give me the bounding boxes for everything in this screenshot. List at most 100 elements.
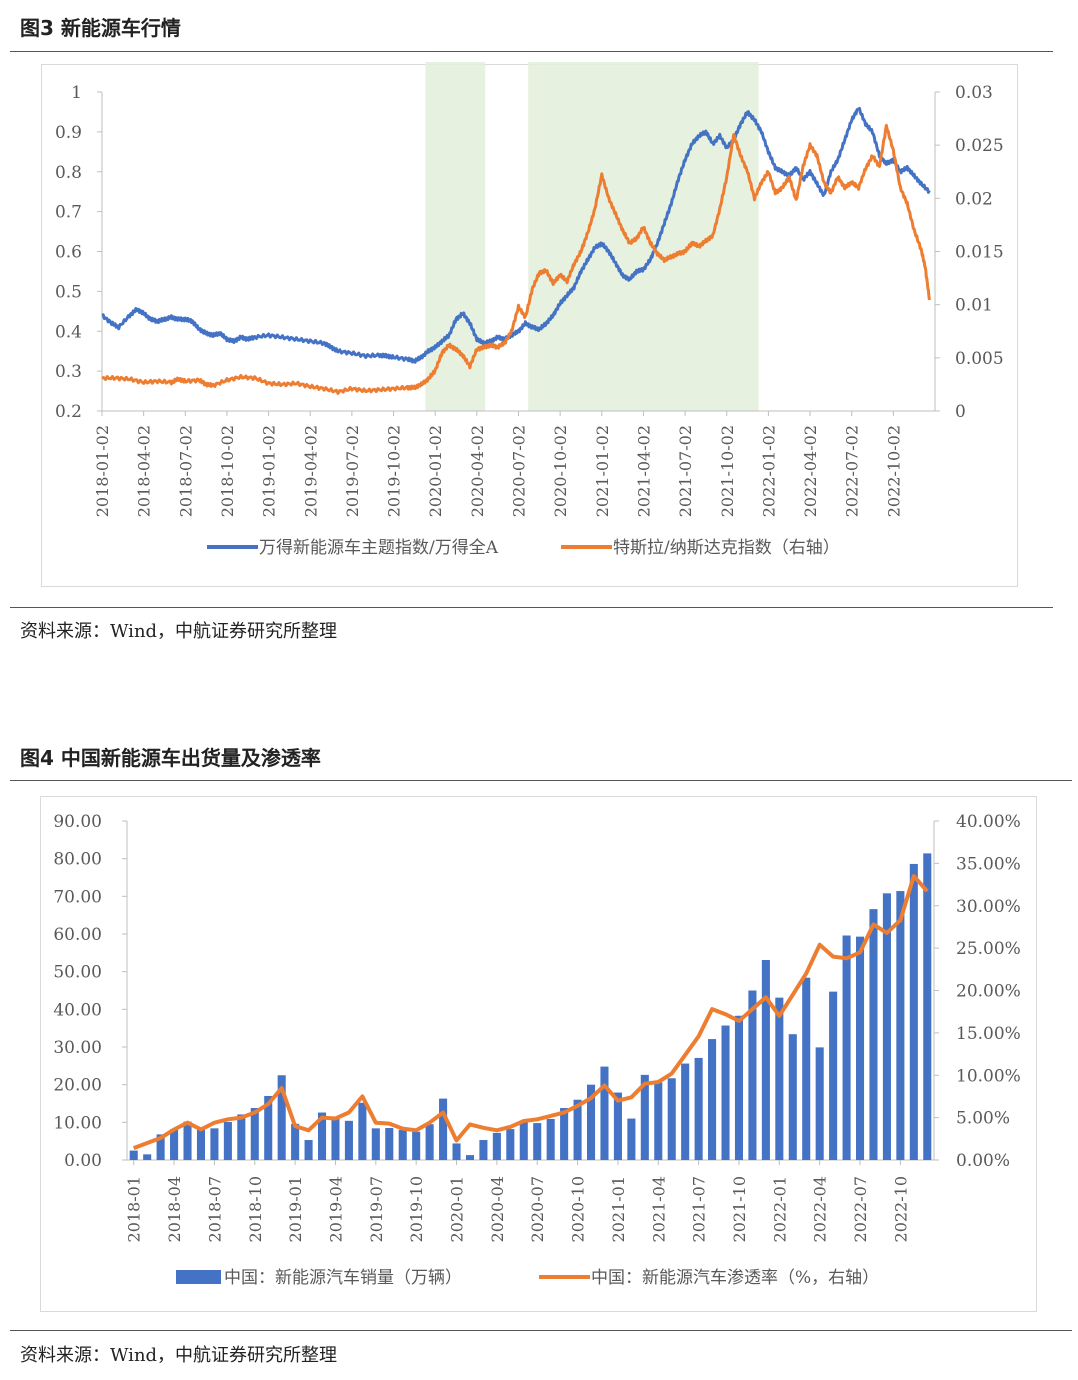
bar-sales [788,1034,797,1160]
figure-4-bottom-rule [10,1330,1072,1331]
bar-sales [802,977,811,1160]
right-tick-label: 0.01 [955,296,993,316]
left-tick-label: 0.00 [64,1151,102,1171]
x-tick-label: 2018-10 [246,1176,265,1242]
bar-sales [492,1132,501,1160]
bar-sales [412,1131,421,1160]
bar-sales [170,1129,179,1160]
x-tick-label: 2018-07 [205,1176,224,1242]
shaded-period-1 [528,62,759,411]
bar-sales [882,893,891,1160]
right-tick-label: 20.00% [956,982,1021,1002]
x-tick-label: 2019-04 [326,1176,345,1242]
bar-sales [398,1129,407,1160]
bar-sales [909,863,918,1160]
x-tick-label: 2022-07-02 [843,425,862,517]
x-tick-label: 2021-07-02 [676,425,695,517]
bar-sales [358,1102,367,1160]
bar-sales [761,959,770,1160]
left-tick-label: 0.9 [55,123,82,143]
x-tick-label: 2020-04 [488,1176,507,1242]
x-tick-label: 2022-10-02 [884,425,903,517]
x-tick-label: 2022-01-02 [759,425,778,517]
x-tick-label: 2018-10-02 [218,425,237,517]
x-tick-label: 2020-01 [448,1176,467,1242]
bar-sales [829,991,838,1160]
bar-sales [385,1127,394,1160]
left-tick-label: 90.00 [53,812,102,832]
x-tick-label: 2020-01-02 [426,425,445,517]
x-tick-label: 2020-04-02 [468,425,487,517]
bar-sales [183,1121,192,1160]
left-tick-label: 20.00 [53,1076,102,1096]
bar-sales [317,1112,327,1160]
left-tick-label: 0.7 [55,203,82,223]
bar-sales [842,935,851,1160]
bar-sales [129,1150,138,1160]
right-tick-label: 35.00% [956,854,1021,874]
figure-3-source: 资料来源：Wind，中航证券研究所整理 [20,621,338,642]
bar-sales [371,1128,380,1160]
bar-sales [425,1124,434,1160]
bar-sales [546,1118,555,1160]
x-tick-label: 2018-01 [125,1176,144,1242]
x-tick-label: 2021-10 [730,1176,749,1242]
left-tick-label: 70.00 [53,887,102,907]
legend-label-sales: 中国：新能源汽车销量（万辆） [224,1268,462,1288]
left-tick-label: 0.8 [55,163,82,183]
x-tick-label: 2019-10 [407,1176,426,1242]
bar-sales [560,1108,569,1160]
bar-sales [923,853,932,1160]
x-tick-label: 2020-10 [569,1176,588,1242]
series-line-penetration [132,874,929,1150]
x-tick-label: 2020-07-02 [510,425,529,517]
right-tick-label: 0 [955,402,966,422]
x-tick-label: 2022-04-02 [801,425,820,517]
figure-3-title: 图3 新能源车行情 [20,16,181,40]
figure-4-top-rule [10,780,1072,781]
right-tick-label: 40.00% [956,812,1021,832]
left-tick-label: 1 [71,83,82,103]
bar-sales [344,1120,353,1160]
figure-4-source: 资料来源：Wind，中航证券研究所整理 [20,1345,338,1366]
x-tick-label: 2019-07 [367,1176,386,1242]
x-tick-label: 2019-04-02 [301,425,320,517]
right-tick-label: 25.00% [956,939,1021,959]
x-tick-label: 2020-07 [528,1176,547,1242]
bar-sales [896,891,905,1160]
bar-sales [694,1057,703,1160]
bar-sales [654,1082,663,1160]
right-tick-label: 0.005 [955,349,1004,369]
left-tick-label: 30.00 [53,1038,102,1058]
bar-sales [237,1114,246,1160]
x-tick-label: 2022-10 [891,1176,910,1242]
bar-sales [277,1075,286,1160]
bar-sales [143,1154,152,1160]
figure-4-title: 图4 中国新能源车出货量及渗透率 [20,746,321,770]
bar-sales [506,1129,515,1160]
bar-sales [223,1121,232,1160]
x-tick-label: 2018-07-02 [176,425,195,517]
x-tick-label: 2022-01 [770,1176,789,1242]
legend-label-tesla-nasdaq: 特斯拉/纳斯达克指数（右轴） [613,538,840,558]
figure-3-chart: 1 0.9 0.8 0.7 0.6 0.5 0.4 0.3 0.2 0.03 0.025 0.02 0.… [55,62,1004,558]
bar-sales [667,1078,676,1160]
bar-sales [196,1128,206,1160]
right-tick-label: 0.025 [955,136,1004,156]
bar-sales [519,1120,528,1160]
bar-sales [855,936,865,1160]
right-tick-label: 5.00% [956,1109,1010,1129]
left-tick-label: 0.2 [55,402,82,422]
x-tick-label: 2018-04-02 [135,425,154,517]
x-tick-label: 2020-10-02 [551,425,570,517]
right-tick-label: 0.03 [955,83,993,103]
legend-label-penetration: 中国：新能源汽车渗透率（%，右轴） [591,1268,879,1288]
right-tick-label: 0.015 [955,243,1004,263]
bar-sales [627,1118,636,1160]
figure-3-top-rule [10,51,1053,52]
left-tick-label: 0.6 [55,243,82,263]
legend-swatch-sales [176,1270,221,1284]
bar-sales [533,1123,542,1160]
bar-sales [613,1092,622,1160]
bar-sales [640,1074,649,1160]
